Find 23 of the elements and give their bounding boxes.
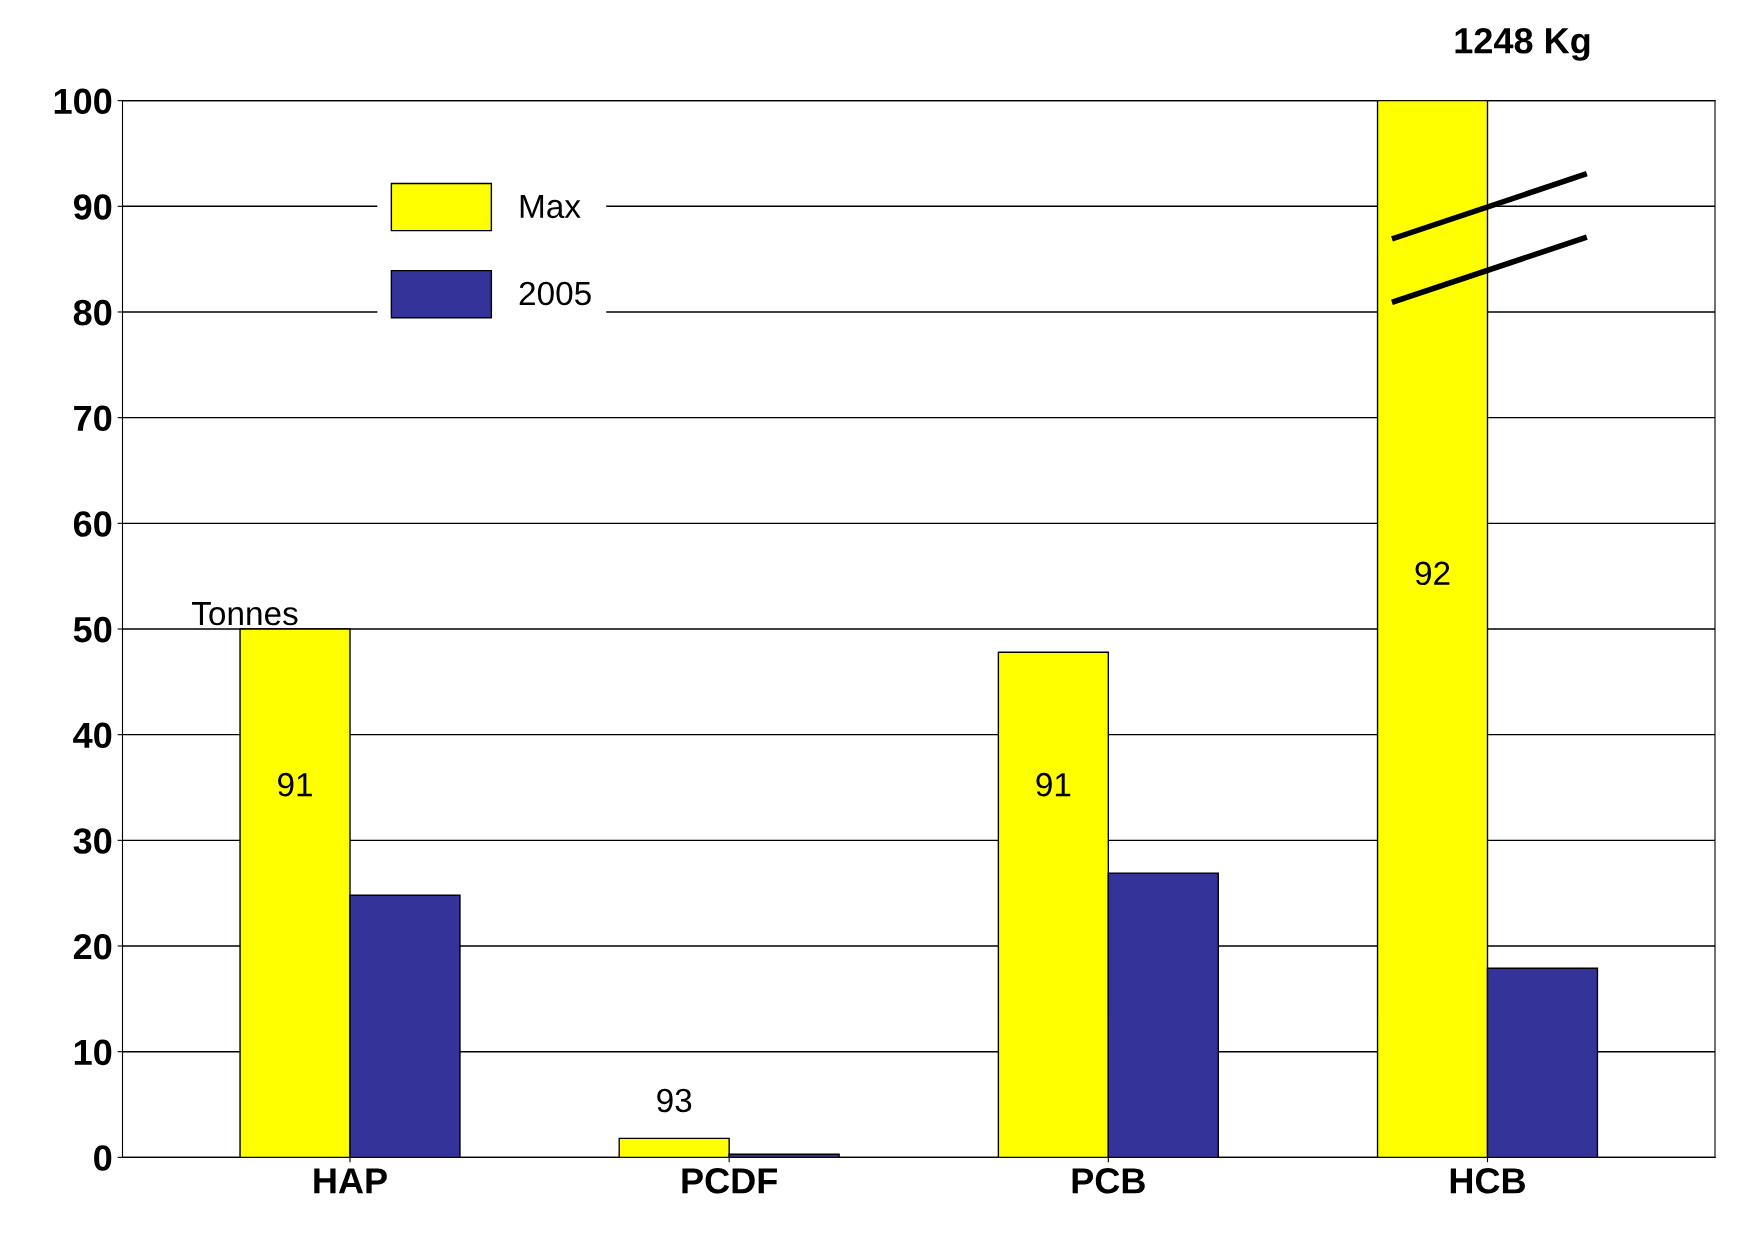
y-tick-label: 100	[54, 88, 112, 115]
y-tick-label: 10	[74, 1039, 112, 1066]
x-tick-label: PCDF	[682, 1168, 777, 1194]
x-tick-label: PCB	[1072, 1168, 1145, 1194]
annotation: 92	[1415, 561, 1450, 586]
x-tick-label: HAP	[314, 1168, 387, 1194]
y-tick-label: 60	[73, 511, 112, 537]
legend-label: 2005	[519, 281, 591, 306]
y-tick-label: 40	[73, 722, 112, 749]
y-tick-label: 70	[74, 405, 112, 432]
annotation: 91	[1036, 772, 1071, 797]
annotation: Tonnes	[192, 602, 298, 626]
y-tick-label: 80	[73, 299, 112, 326]
legend-label: Max	[520, 194, 581, 219]
annotation: 93	[657, 1088, 692, 1113]
y-tick-label: 30	[73, 828, 112, 854]
y-tick-label: 90	[73, 194, 112, 220]
text: 1248 Kg	[1455, 27, 1590, 61]
y-tick-label: 0	[94, 1145, 112, 1171]
x-tick-label: HCB	[1450, 1168, 1525, 1194]
y-tick-label: 50	[73, 616, 112, 643]
y-tick-label: 20	[73, 933, 112, 960]
annotation: 91	[278, 772, 312, 797]
